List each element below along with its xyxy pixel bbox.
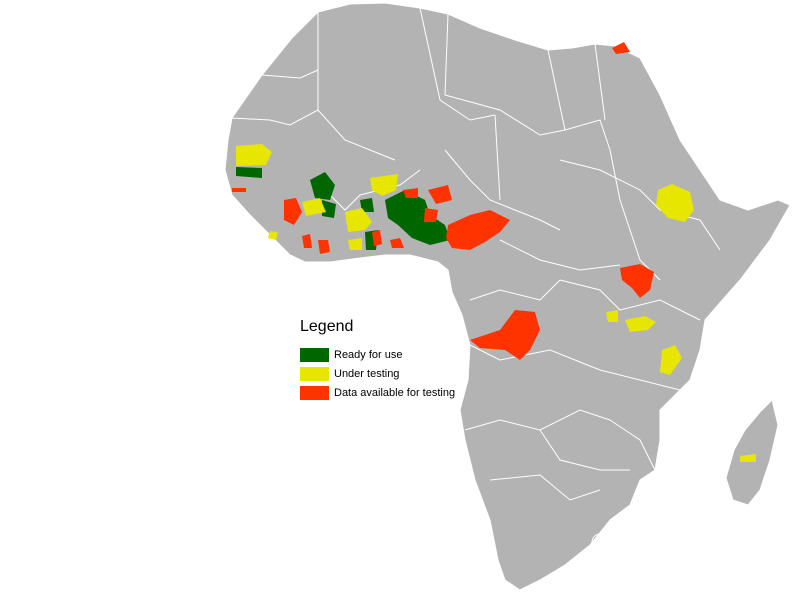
region-data-available <box>470 310 540 360</box>
madagascar-island <box>725 399 779 506</box>
region-ready-for-use <box>360 198 374 212</box>
region-data-available <box>372 230 382 246</box>
region-under-testing <box>740 454 756 462</box>
legend-label-under-testing: Under testing <box>334 368 400 380</box>
region-under-testing <box>656 184 694 222</box>
regions-data-available <box>232 42 654 360</box>
region-ready-for-use <box>322 200 336 218</box>
region-ready-for-use <box>310 172 335 200</box>
region-data-available <box>403 188 418 198</box>
legend-label-data-available: Data available for testing <box>334 387 456 399</box>
region-under-testing <box>370 174 398 196</box>
legend-label-ready-for-use: Ready for use <box>334 349 403 361</box>
legend-swatch-red <box>300 386 329 400</box>
region-data-available <box>424 208 438 222</box>
region-data-available <box>302 234 312 248</box>
region-under-testing <box>348 238 362 250</box>
regions-under-testing <box>236 144 756 462</box>
region-under-testing <box>236 144 272 166</box>
legend: Legend Ready for use Under testing Data … <box>300 318 500 418</box>
region-under-testing <box>302 198 326 216</box>
region-data-available <box>620 264 654 298</box>
region-ready-for-use <box>385 190 450 245</box>
legend-swatch-green <box>300 348 329 362</box>
africa-continent <box>224 2 791 591</box>
region-under-testing <box>268 231 278 240</box>
region-data-available <box>318 240 330 254</box>
region-data-available <box>232 188 246 192</box>
region-data-available <box>612 42 630 54</box>
region-under-testing <box>345 208 372 232</box>
region-data-available <box>446 210 510 250</box>
region-under-testing <box>606 310 618 322</box>
legend-title: Legend <box>300 318 354 335</box>
region-data-available <box>390 238 404 248</box>
region-data-available <box>428 185 452 204</box>
region-under-testing <box>660 345 682 375</box>
region-data-available <box>284 198 302 225</box>
legend-swatch-yellow <box>300 367 329 381</box>
region-under-testing <box>625 316 656 332</box>
region-ready-for-use <box>236 167 262 178</box>
